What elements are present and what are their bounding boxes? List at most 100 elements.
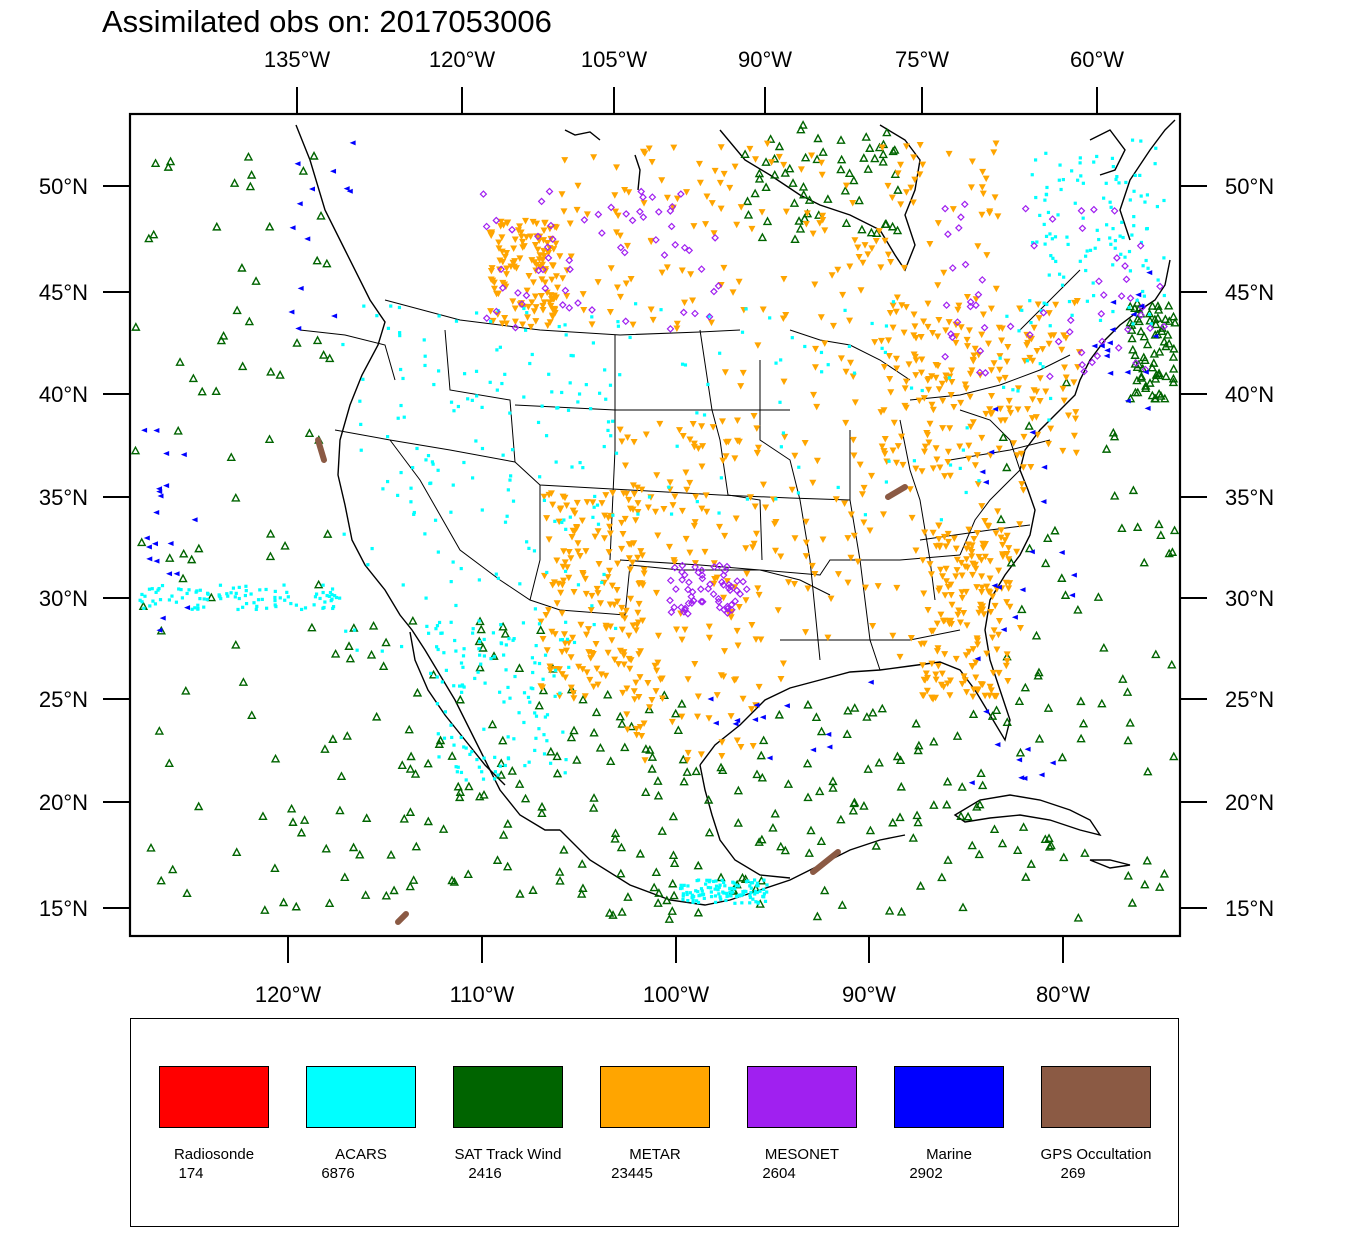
metar-marker: [972, 674, 980, 681]
sat-wind-marker: [943, 855, 953, 864]
metar-marker: [733, 737, 741, 745]
metar-marker: [837, 355, 845, 362]
acars-marker: [521, 621, 526, 625]
sat-wind-marker: [942, 776, 953, 786]
metar-marker: [705, 634, 713, 642]
sat-wind-marker: [868, 707, 878, 717]
metar-marker: [1010, 440, 1018, 447]
acars-marker: [462, 647, 466, 651]
mesonet-marker: [710, 563, 719, 571]
metar-marker: [894, 170, 902, 177]
sat-wind-marker: [668, 850, 679, 859]
metar-marker: [1005, 545, 1013, 552]
sat-wind-marker: [286, 803, 297, 813]
metar-marker: [958, 680, 966, 688]
left-axis-label: 15°N: [39, 896, 88, 921]
sat-wind-marker: [1122, 687, 1133, 696]
sat-wind-marker: [179, 548, 189, 558]
metar-marker: [961, 677, 969, 684]
metar-marker: [811, 281, 819, 288]
metar-marker: [777, 676, 785, 683]
acars-marker: [1153, 162, 1157, 166]
mesonet-marker: [677, 190, 685, 198]
sat-wind-marker: [1099, 642, 1109, 652]
sat-wind-marker: [863, 164, 873, 173]
metar-marker: [549, 501, 557, 509]
metar-marker: [678, 636, 686, 644]
acars-marker: [470, 476, 475, 480]
metar-marker: [619, 531, 627, 538]
acars-marker: [883, 350, 888, 354]
metar-marker: [970, 686, 978, 694]
acars-marker: [180, 596, 185, 600]
acars-marker: [493, 770, 497, 774]
sat-wind-marker: [1161, 341, 1171, 351]
sat-wind-marker: [1136, 326, 1146, 336]
marine-marker: [1019, 587, 1026, 593]
metar-marker: [889, 632, 897, 640]
metar-marker: [594, 681, 602, 689]
sat-wind-marker: [991, 705, 1002, 715]
sat-wind-marker: [1145, 378, 1155, 387]
acars-marker: [273, 595, 277, 600]
acars-marker: [1005, 314, 1009, 318]
acars-marker: [977, 479, 981, 483]
metar-marker: [551, 631, 559, 638]
metar-marker: [886, 375, 894, 383]
metar-marker: [543, 515, 551, 522]
sat-wind-marker: [340, 872, 350, 882]
mesonet-marker: [565, 256, 574, 265]
acars-marker: [412, 510, 416, 515]
acars-marker: [779, 445, 783, 449]
acars-marker: [557, 324, 561, 329]
metar-marker: [909, 199, 917, 207]
metar-marker: [1045, 340, 1053, 348]
metar-marker: [851, 237, 859, 244]
acars-marker: [452, 684, 456, 688]
acars-marker: [160, 583, 165, 588]
marine-marker: [1124, 398, 1131, 404]
mesonet-marker: [714, 594, 723, 603]
metar-marker: [981, 540, 989, 548]
metar-marker: [1030, 324, 1038, 332]
metar-marker: [973, 452, 981, 459]
sat-wind-marker: [1013, 845, 1023, 855]
metar-marker: [640, 720, 648, 727]
metar-marker: [673, 325, 681, 332]
metar-marker: [1004, 678, 1012, 685]
sat-wind-marker: [893, 185, 903, 194]
acars-marker: [498, 345, 502, 349]
metar-marker: [689, 421, 697, 428]
acars-marker: [602, 572, 606, 577]
metar-marker: [847, 359, 855, 367]
metar-marker: [874, 583, 882, 590]
acars-marker: [884, 480, 888, 484]
metar-marker: [721, 532, 729, 540]
sat-wind-marker: [144, 233, 154, 243]
metar-marker: [929, 406, 937, 414]
metar-marker: [1039, 346, 1047, 353]
acars-marker: [564, 758, 568, 762]
metar-marker: [978, 331, 986, 339]
sat-wind-marker: [1168, 363, 1179, 373]
acars-marker: [1098, 318, 1103, 323]
mesonet-marker: [1136, 241, 1145, 250]
acars-marker: [565, 637, 570, 641]
metar-marker: [605, 567, 613, 575]
acars-marker: [1111, 309, 1115, 314]
right-axis-labels: 50°N 45°N 40°N 35°N 30°N 25°N 20°N 15°N: [1225, 174, 1274, 921]
metar-marker: [813, 403, 821, 411]
sat-wind-marker: [1130, 387, 1141, 397]
metar-marker: [585, 626, 593, 633]
acars-marker: [508, 696, 512, 700]
sat-wind-marker: [1154, 346, 1165, 356]
metar-marker: [595, 560, 603, 568]
sat-wind-marker: [1043, 533, 1053, 542]
sat-wind-marker: [1014, 696, 1025, 706]
metar-marker: [994, 213, 1002, 220]
acars-marker: [797, 465, 801, 469]
sat-wind-marker: [226, 452, 236, 462]
acars-marker: [482, 637, 486, 642]
acars-marker: [529, 686, 533, 690]
metar-marker: [717, 205, 725, 213]
